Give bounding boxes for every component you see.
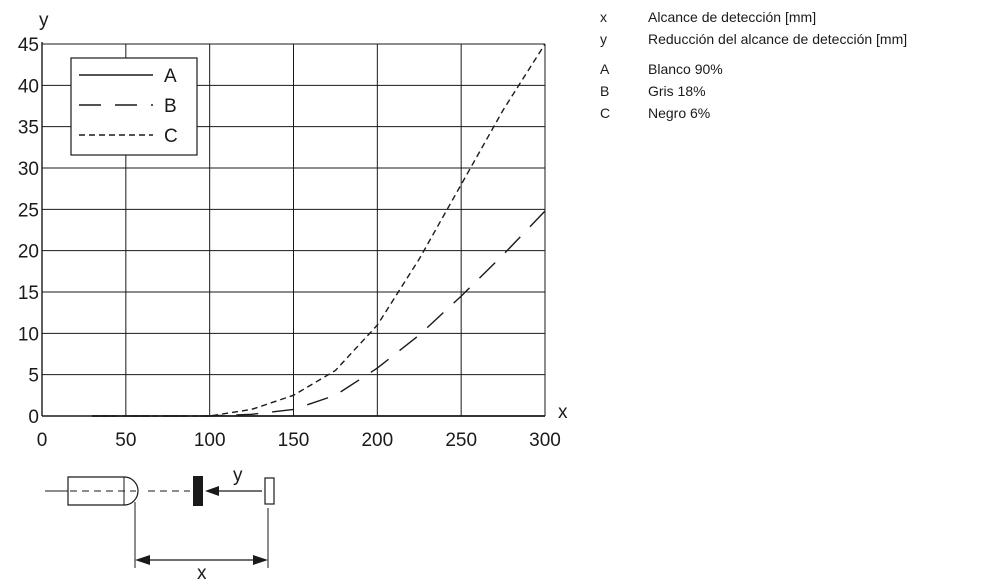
legend-label-b: B: [164, 96, 177, 117]
y-tick-label: 25: [18, 200, 39, 221]
reference-object-icon: [264, 477, 275, 505]
grid-lines: [42, 43, 546, 416]
key-row-c: C Negro 6%: [600, 102, 907, 124]
measurement-diagram: y x: [45, 465, 275, 581]
key-row-a: A Blanco 90%: [600, 58, 907, 80]
key-code: C: [600, 105, 611, 121]
key-row-b: B Gris 18%: [600, 80, 907, 102]
legend: ABC: [70, 57, 198, 156]
key-row-y: y Reducción del alcance de detección [mm…: [600, 28, 907, 50]
key-code: B: [600, 83, 610, 99]
x-tick-label: 300: [529, 430, 561, 451]
x-tick-label: 100: [194, 430, 226, 451]
x-dimension-arrow-right: [253, 555, 268, 565]
key-code: A: [600, 61, 610, 77]
key-row-x: x Alcance de detección [mm]: [600, 6, 907, 28]
diagram-x-label: x: [197, 563, 207, 581]
key-code: y: [600, 31, 607, 47]
y-tick-label: 30: [18, 159, 39, 180]
diagram-y-label: y: [233, 465, 243, 486]
series-line-c: [92, 43, 546, 417]
y-tick-label: 0: [28, 407, 39, 428]
object-icon: [193, 476, 203, 506]
key-text: Reducción del alcance de detección [mm]: [648, 31, 908, 47]
y-tick-label: 5: [28, 366, 39, 387]
key-code: x: [600, 9, 607, 25]
legend-box: [70, 57, 198, 156]
x-tick-labels: 0 50 100 150 200 250 300: [37, 430, 561, 451]
y-axis-letter: y: [39, 10, 49, 31]
x-tick-label: 50: [115, 430, 136, 451]
series-line-b: [92, 210, 546, 417]
x-tick-label: 150: [278, 430, 310, 451]
key-text: Negro 6%: [648, 105, 711, 121]
key-text: Blanco 90%: [648, 61, 723, 77]
y-tick-label: 35: [18, 118, 39, 139]
x-tick-label: 0: [37, 430, 48, 451]
key-text: Gris 18%: [648, 83, 706, 99]
y-tick-label: 40: [18, 76, 39, 97]
x-axis-letter: x: [558, 402, 568, 423]
y-tick-label: 20: [18, 242, 39, 263]
y-tick-labels: 0 5 10 15 20 25 30 35 40 45: [18, 35, 39, 428]
y-offset-arrowhead: [205, 486, 219, 496]
series-lines: [92, 43, 546, 417]
key-text: Alcance de detección [mm]: [648, 9, 817, 25]
y-tick-label: 45: [18, 35, 39, 56]
legend-key: x Alcance de detección [mm] y Reducción …: [600, 6, 907, 124]
y-tick-label: 10: [18, 324, 39, 345]
sensor-icon: [67, 476, 139, 506]
x-tick-label: 200: [361, 430, 393, 451]
legend-label-c: C: [164, 126, 178, 147]
x-tick-label: 250: [445, 430, 477, 451]
y-tick-label: 15: [18, 283, 39, 304]
x-dimension-arrow-left: [135, 555, 150, 565]
legend-label-a: A: [164, 66, 177, 87]
